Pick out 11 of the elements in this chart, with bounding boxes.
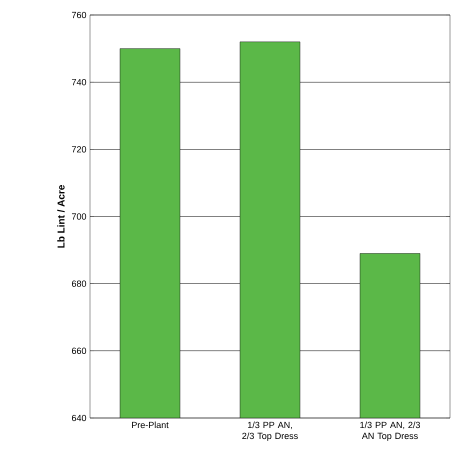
x-tick-label: Pre-Plant	[132, 422, 169, 428]
x-tick-label: 1/3 PP AN, 2/3 Top Dress	[242, 422, 298, 441]
x-tick-label: 1/3 PP AN, 2/3 AN Top Dress	[360, 422, 420, 441]
y-tick-label: 700	[72, 213, 86, 220]
y-tick-label: 760	[72, 12, 86, 18]
y-tick-label: 680	[72, 280, 86, 287]
y-axis-title: Lb Lint / Acre	[57, 185, 65, 248]
y-tick-label: 740	[72, 78, 86, 86]
y-tick-label: 660	[72, 348, 86, 354]
y-tick-label: 640	[72, 414, 86, 422]
y-tick-label: 720	[72, 146, 86, 153]
